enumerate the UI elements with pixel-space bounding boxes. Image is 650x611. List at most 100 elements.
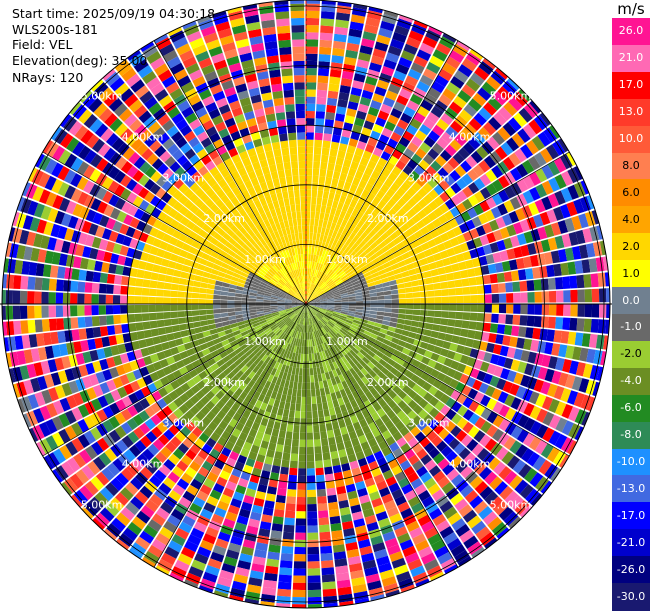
velocity-gate [406, 298, 413, 303]
velocity-gate [177, 298, 184, 304]
velocity-gate [276, 444, 284, 452]
velocity-gate [308, 583, 321, 591]
velocity-gate [288, 475, 297, 483]
velocity-gate [63, 280, 71, 292]
velocity-gate [363, 310, 370, 314]
velocity-gate [306, 68, 317, 75]
velocity-gate [163, 312, 171, 319]
velocity-gate [310, 225, 314, 232]
velocity-gate [235, 304, 242, 307]
velocity-gate [213, 305, 220, 309]
velocity-gate [120, 314, 128, 323]
velocity-gate [163, 290, 171, 297]
velocity-gate [314, 226, 318, 234]
velocity-gate [297, 483, 306, 490]
velocity-gate [13, 306, 21, 320]
velocity-gate [322, 574, 335, 582]
velocity-gate [310, 375, 314, 382]
velocity-gate [144, 271, 152, 280]
velocity-gate [284, 518, 295, 526]
velocity-gate [249, 298, 256, 301]
velocity-gate [321, 560, 334, 568]
velocity-gate [306, 125, 314, 132]
velocity-gate [391, 313, 399, 318]
velocity-gate [477, 313, 485, 322]
velocity-gate [463, 287, 471, 295]
velocity-gate [297, 389, 302, 397]
velocity-gate [170, 298, 177, 304]
velocity-gate [120, 295, 127, 304]
velocity-gate [300, 418, 306, 425]
velocity-gate [319, 525, 330, 533]
velocity-gate [485, 294, 492, 303]
velocity-gate [276, 495, 286, 503]
velocity-gate [321, 4, 335, 12]
velocity-gate [331, 415, 338, 423]
velocity-gate [313, 233, 317, 241]
velocity-gate [542, 291, 550, 302]
velocity-gate [70, 317, 78, 328]
velocity-gate [411, 280, 419, 286]
velocity-gate [277, 437, 285, 445]
velocity-gate [328, 502, 338, 510]
velocity-gate [286, 431, 293, 439]
velocity-gate [555, 317, 563, 329]
velocity-gate [275, 185, 282, 193]
velocity-gate [328, 437, 336, 445]
velocity-gate [322, 140, 330, 148]
velocity-gate [534, 279, 542, 290]
velocity-gate [306, 47, 318, 54]
velocity-gate [320, 33, 333, 41]
velocity-gate [306, 89, 316, 96]
velocity-gate [299, 368, 303, 375]
velocity-gate [326, 423, 333, 431]
velocity-gate [331, 178, 338, 186]
velocity-gate [120, 286, 128, 295]
velocity-gate [184, 298, 191, 304]
velocity-gate [384, 308, 391, 312]
velocity-gate [280, 423, 287, 431]
velocity-gate [165, 275, 173, 283]
velocity-gate [377, 312, 385, 316]
velocity-gate [292, 597, 306, 604]
velocity-gate [332, 537, 344, 546]
velocity-gate [227, 296, 234, 300]
velocity-gate [413, 298, 420, 303]
velocity-gate [428, 304, 435, 310]
velocity-gate [214, 285, 222, 290]
velocity-gate [242, 294, 249, 298]
velocity-gate [294, 554, 306, 561]
velocity-gate [454, 279, 462, 287]
velocity-gate [449, 296, 456, 303]
velocity-gate [413, 310, 421, 316]
velocity-gate [478, 304, 485, 312]
velocity-gate [307, 454, 314, 461]
velocity-gate [316, 468, 324, 476]
velocity-gate [460, 270, 468, 279]
velocity-gate [321, 18, 335, 26]
velocity-gate [370, 300, 377, 303]
velocity-gate [461, 278, 469, 286]
velocity-gate [49, 279, 57, 291]
velocity-gate [585, 289, 593, 302]
velocity-gate [283, 409, 289, 417]
velocity-gate [179, 324, 187, 331]
velocity-gate [306, 225, 310, 232]
velocity-gate [256, 304, 263, 306]
velocity-gate [178, 317, 186, 324]
velocity-gate [349, 306, 356, 309]
velocity-gate [307, 461, 315, 468]
velocity-gate [277, 488, 287, 496]
velocity-gate [456, 296, 463, 303]
velocity-gate [306, 368, 309, 375]
velocity-gate [221, 291, 229, 296]
velocity-gate [306, 4, 320, 11]
velocity-gate [295, 411, 301, 419]
velocity-gate [292, 389, 297, 397]
velocity-gate [186, 323, 194, 330]
velocity-gate [288, 417, 294, 425]
velocity-gate [384, 291, 392, 296]
velocity-gate [6, 290, 13, 304]
velocity-gate [467, 330, 476, 339]
velocity-gate [214, 318, 222, 323]
